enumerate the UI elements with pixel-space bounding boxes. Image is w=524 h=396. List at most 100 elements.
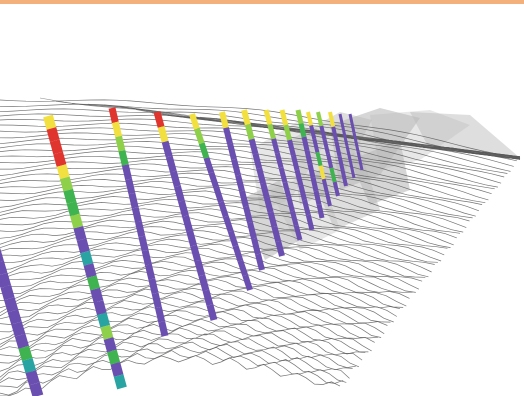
drillhole-segment [93, 300, 107, 316]
drillhole-segment [315, 151, 323, 167]
drillhole-segment [295, 109, 304, 125]
contour-line [0, 118, 508, 174]
drillhole-segment [135, 221, 146, 238]
drillhole-segment [319, 125, 327, 141]
contour-line [0, 190, 457, 239]
drillhole-segment [25, 370, 40, 386]
drillhole-trace [316, 111, 340, 197]
contour-line [0, 314, 369, 353]
drillhole-segment [244, 123, 255, 140]
drillhole-segment [241, 109, 251, 126]
drillhole-segment [302, 199, 311, 216]
drillhole-segment [110, 362, 124, 377]
contour-line [0, 310, 372, 352]
drillhole-segment [321, 178, 329, 194]
contour-line [0, 172, 470, 222]
drillhole-segment [243, 206, 253, 224]
drillhole-segment [307, 163, 316, 179]
drillhole-segment [14, 333, 29, 349]
drillhole-segment [301, 136, 310, 152]
drillhole-segment [53, 151, 67, 167]
drillhole-segment [279, 109, 289, 126]
contour-line [0, 230, 429, 278]
drillhole-segment [260, 182, 270, 199]
drillhole-trace [219, 111, 265, 271]
drillhole-segment [290, 154, 300, 171]
drillhole-segment [310, 176, 319, 192]
drillhole-segment [332, 181, 340, 197]
contour-line [0, 323, 363, 364]
drillhole-segment [73, 226, 87, 241]
drillhole-segment [235, 174, 245, 192]
drillhole-segment [309, 124, 317, 140]
contour-line [0, 291, 385, 334]
drillhole-trace [43, 114, 127, 390]
drillhole-segment [271, 226, 282, 243]
drillhole-segment [11, 321, 26, 337]
drillhole-segment [206, 304, 218, 321]
drillhole-segment [80, 250, 94, 266]
drillhole-trace [0, 248, 44, 396]
drillhole-segment [306, 111, 314, 126]
drillhole-segment [165, 155, 177, 173]
drillhole-trace [328, 111, 348, 187]
drillhole-trace [108, 107, 169, 337]
drillhole-segment [22, 357, 37, 374]
drillhole-segment [298, 122, 307, 138]
drillhole-segment [275, 240, 285, 257]
drillhole-segment [322, 139, 330, 155]
drillhole-segment [83, 263, 97, 278]
drillhole-segment [148, 278, 159, 295]
contour-line [0, 216, 438, 263]
contour-line [0, 145, 489, 201]
drillhole-segment [158, 321, 169, 337]
drillhole-segment [349, 161, 356, 179]
drillhole-segment [239, 190, 249, 208]
drillhole-segment [202, 289, 214, 307]
drillhole-segment [318, 165, 326, 180]
drillhole-segment [298, 184, 307, 201]
drillhole-segment [231, 158, 241, 176]
drillhole-segment [293, 224, 303, 241]
drillhole-segment [43, 114, 57, 130]
drillhole-segment [356, 150, 364, 171]
drillhole-segment [194, 259, 206, 277]
drillhole-segment [227, 142, 237, 161]
drillhole-segment [263, 196, 274, 213]
drillhole-segment [7, 309, 22, 325]
drillhole-segment [247, 221, 257, 240]
contour-line [0, 355, 341, 396]
drillhole-segment [157, 125, 169, 143]
contour-line [0, 220, 435, 265]
drillhole-segment [128, 192, 139, 209]
contour-line [0, 288, 388, 326]
drillhole-segment [141, 249, 152, 266]
drillhole-trace [338, 113, 356, 179]
drillhole-segment [218, 201, 229, 218]
ridge-line [407, 142, 521, 159]
drillhole-segment [348, 113, 356, 134]
drillhole-segment [86, 275, 100, 291]
contour-line [0, 260, 407, 307]
drillhole-segment [305, 214, 315, 231]
drillhole-segment [352, 132, 360, 152]
drillhole-segment [182, 215, 193, 232]
drillhole-segment [312, 138, 320, 153]
shaded-terrain-faces [240, 108, 520, 260]
drillhole-segment [189, 113, 200, 130]
contour-line [0, 274, 397, 317]
drillhole-segment [100, 324, 114, 340]
contour-line [0, 256, 410, 299]
drillhole-segment [255, 253, 265, 271]
drillhole-segment [278, 167, 288, 183]
contour-line [0, 136, 495, 190]
drillhole-segment [227, 230, 239, 247]
drillhole-segment [90, 287, 104, 303]
drillhole-segment [198, 274, 210, 292]
drillhole-trace [279, 109, 315, 231]
contour-line [0, 181, 464, 233]
contour-line [0, 225, 432, 273]
drillhole-segment [283, 124, 292, 141]
drillhole-segment [138, 235, 149, 252]
contour-line [0, 306, 375, 345]
